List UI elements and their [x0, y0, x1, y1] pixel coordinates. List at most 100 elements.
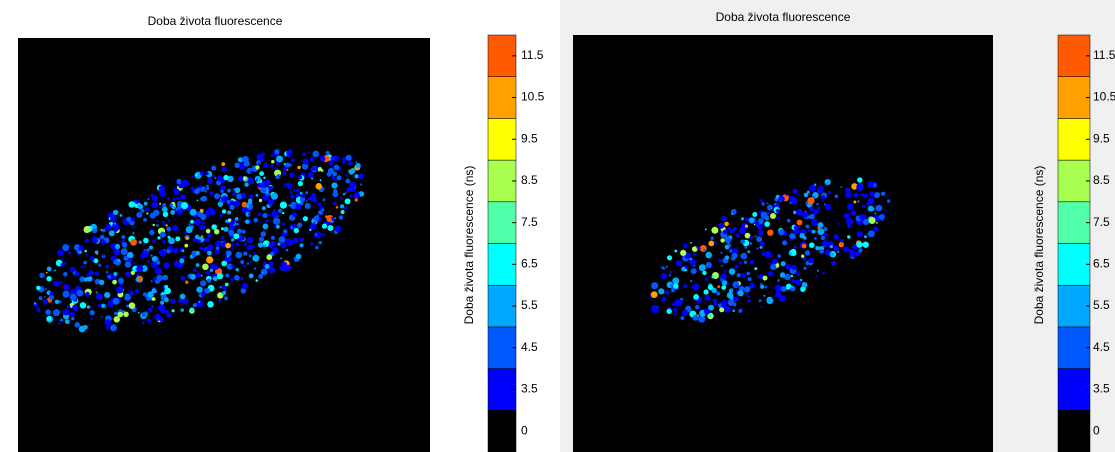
image-spot [791, 249, 797, 255]
image-spot [200, 280, 206, 286]
image-spot [667, 309, 672, 314]
image-spot [201, 221, 205, 225]
image-spot [716, 292, 720, 296]
image-spot [259, 221, 261, 223]
image-spot [331, 217, 333, 219]
colorbar-tick-label: 7.5 [521, 215, 538, 229]
image-spot [286, 234, 288, 236]
image-spot [312, 167, 316, 171]
image-spot [282, 222, 285, 225]
image-spot [799, 233, 804, 238]
image-spot [256, 154, 262, 160]
image-spot [159, 206, 161, 208]
image-spot [60, 318, 63, 321]
image-spot [335, 226, 341, 232]
image-spot [95, 271, 99, 275]
image-spot [265, 219, 268, 222]
image-spot [228, 230, 234, 236]
image-spot [243, 252, 247, 256]
image-spot [153, 262, 157, 266]
image-spot [293, 189, 296, 192]
image-spot [793, 189, 798, 194]
image-spot [269, 267, 275, 273]
image-spot [816, 203, 819, 206]
image-spot [172, 309, 175, 312]
image-spot [255, 176, 261, 182]
image-spot [821, 195, 825, 199]
image-spot [282, 212, 284, 214]
image-spot [114, 247, 116, 249]
image-spot [318, 167, 322, 171]
image-spot [63, 291, 70, 298]
image-spot [107, 276, 109, 278]
image-spot [748, 299, 751, 302]
image-spot [245, 220, 249, 224]
colorbar-segment [488, 410, 516, 452]
colorbar-segment [1058, 118, 1090, 160]
image-spot [738, 309, 742, 313]
image-spot [155, 314, 162, 321]
image-spot [725, 308, 728, 311]
image-spot [803, 267, 806, 270]
image-spot [163, 262, 170, 269]
image-spot [766, 202, 768, 204]
image-spot [256, 179, 258, 181]
image-spot [802, 212, 808, 218]
image-spot [170, 210, 175, 215]
image-spot [796, 209, 803, 216]
image-spot [252, 255, 259, 262]
image-spot [841, 259, 843, 261]
image-spot [200, 186, 205, 191]
image-spot [243, 162, 245, 164]
image-spot [117, 259, 120, 262]
image-spot [295, 204, 301, 210]
colorbar-segment [488, 327, 516, 369]
image-spot [280, 202, 287, 209]
image-spot [206, 185, 209, 188]
image-spot [774, 203, 776, 205]
image-spot [160, 301, 164, 305]
image-spot [835, 195, 839, 199]
image-spot [115, 244, 120, 249]
image-spot [201, 291, 206, 296]
image-spot [213, 175, 216, 178]
image-spot [216, 246, 220, 250]
image-spot [134, 262, 136, 264]
image-spot [885, 209, 887, 211]
image-spot [288, 149, 293, 154]
image-spot [249, 194, 254, 199]
image-spot [232, 192, 236, 196]
image-spot [305, 191, 308, 194]
image-spot [310, 169, 312, 171]
image-spot [80, 302, 86, 308]
image-spot [844, 213, 850, 219]
image-spot [714, 242, 717, 245]
image-spot [258, 242, 263, 247]
image-spot [733, 281, 740, 288]
image-spot [190, 220, 194, 224]
image-spot [721, 252, 723, 254]
image-spot [248, 177, 253, 182]
image-spot [708, 314, 711, 317]
image-spot [168, 236, 171, 239]
image-spot [234, 200, 240, 206]
image-spot [339, 215, 343, 219]
image-spot [175, 236, 180, 241]
image-spot [271, 211, 278, 218]
colorbar-tick-label: 3.5 [521, 382, 538, 396]
image-spot [196, 300, 203, 307]
image-spot [90, 256, 95, 261]
image-spot [275, 149, 280, 154]
image-spot [341, 210, 345, 214]
image-spot [808, 229, 811, 232]
image-spot [824, 203, 826, 205]
image-spot [730, 230, 734, 234]
image-spot [756, 247, 758, 249]
image-spot [207, 244, 214, 251]
image-spot [807, 197, 814, 204]
image-spot [259, 171, 264, 176]
image-spot [845, 187, 850, 192]
image-spot [153, 277, 157, 281]
image-spot [797, 220, 803, 226]
image-spot [63, 272, 68, 277]
